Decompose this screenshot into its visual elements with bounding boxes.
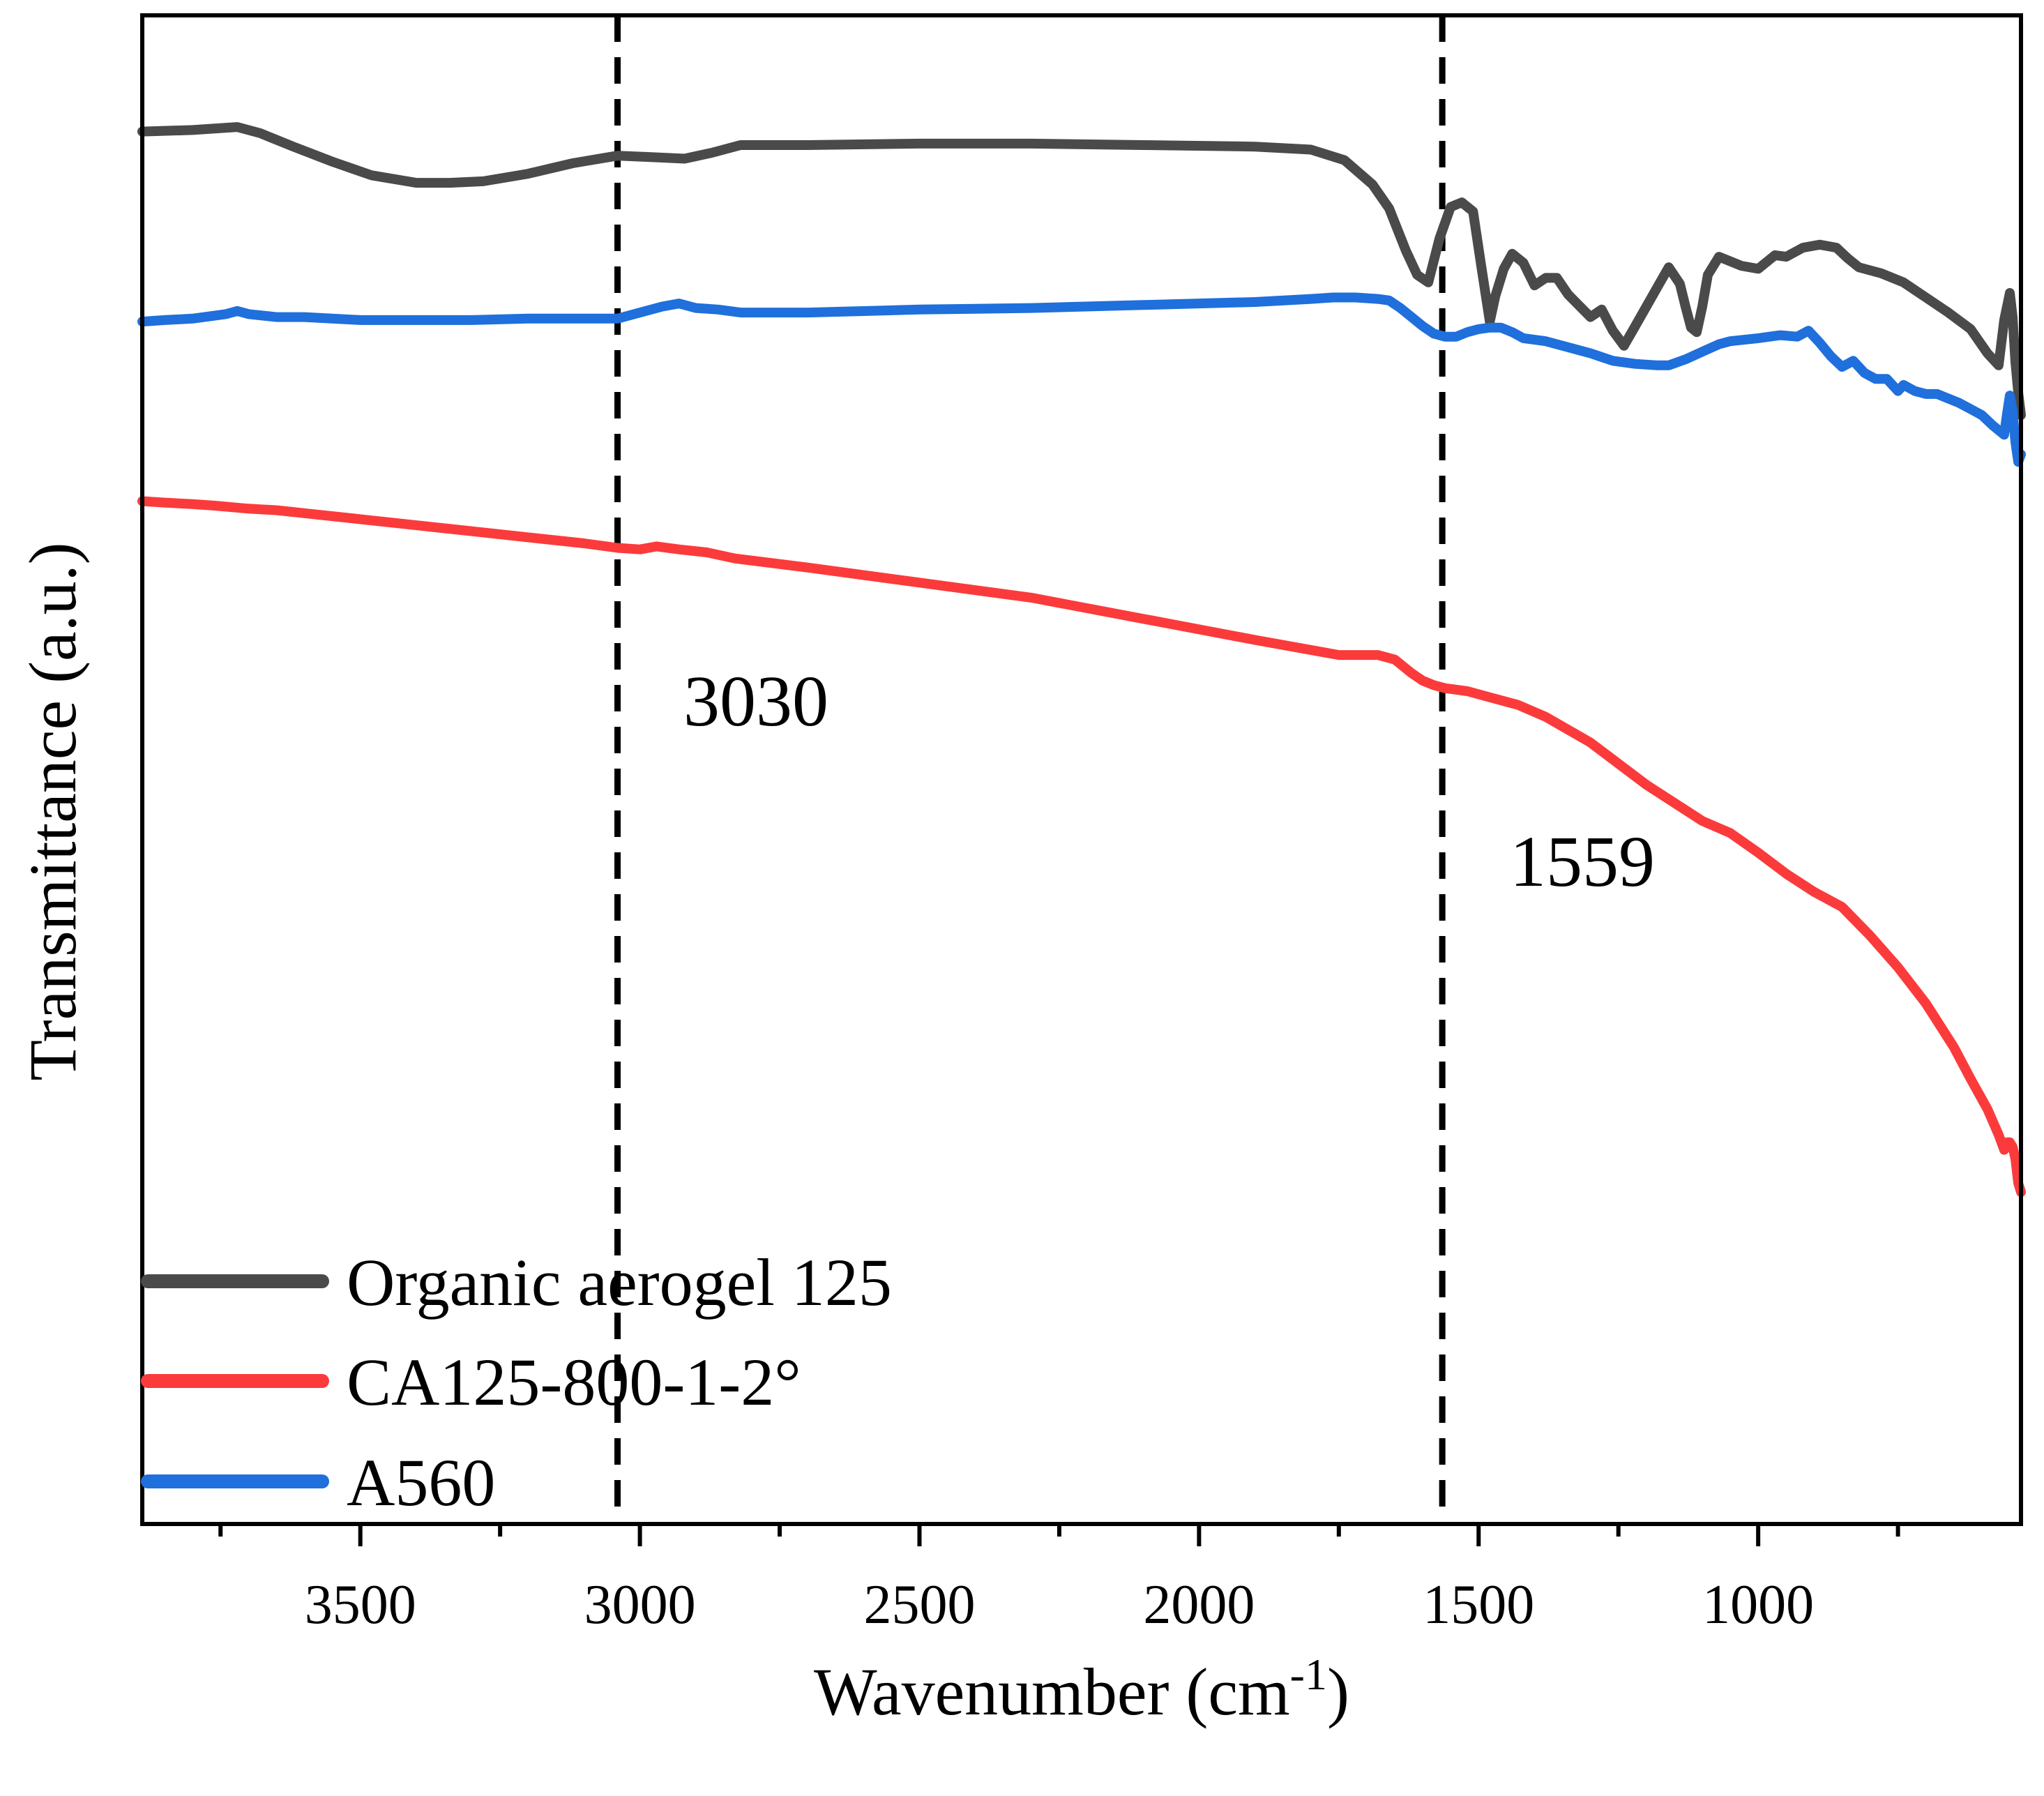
- annotation-1559: 1559: [1510, 822, 1655, 902]
- x-axis-tick-labels: 3500 3000 2500 2000 1500 1000: [305, 1574, 1814, 1636]
- x-tick-label: 1500: [1423, 1574, 1534, 1636]
- x-axis-title-close: ): [1327, 1654, 1349, 1729]
- legend-label-2: CA125-800-1-2°: [347, 1345, 801, 1419]
- x-axis-title: Wavenumber (cm-1): [814, 1650, 1349, 1729]
- series-line-3: [137, 292, 2026, 467]
- x-tick-label: 1000: [1702, 1574, 1814, 1636]
- x-tick-label: 2500: [863, 1574, 975, 1636]
- legend-label-3: A560: [347, 1445, 495, 1520]
- x-axis-title-superscript: -1: [1290, 1650, 1327, 1699]
- x-tick-label: 3000: [584, 1574, 696, 1636]
- peak-annotations: 3030 1559: [683, 661, 1655, 902]
- legend-label-1: Organic aerogel 125: [347, 1245, 892, 1320]
- series-line-2: [137, 496, 2026, 1198]
- x-tick-label: 3500: [305, 1574, 416, 1636]
- x-axis-ticks: [218, 1524, 1900, 1546]
- series-line-1: [137, 122, 2026, 421]
- annotation-3030: 3030: [683, 661, 828, 741]
- spectra-lines: [137, 122, 2026, 1198]
- legend: Organic aerogel 125 CA125-800-1-2° A560: [141, 1245, 892, 1520]
- plot-area-frame: [140, 13, 2023, 1526]
- x-tick-label: 2000: [1143, 1574, 1255, 1636]
- x-axis-title-main: Wavenumber (cm: [814, 1654, 1290, 1729]
- reference-lines: [614, 15, 1446, 1524]
- y-axis-title: Transmittance (a.u.): [15, 542, 90, 1080]
